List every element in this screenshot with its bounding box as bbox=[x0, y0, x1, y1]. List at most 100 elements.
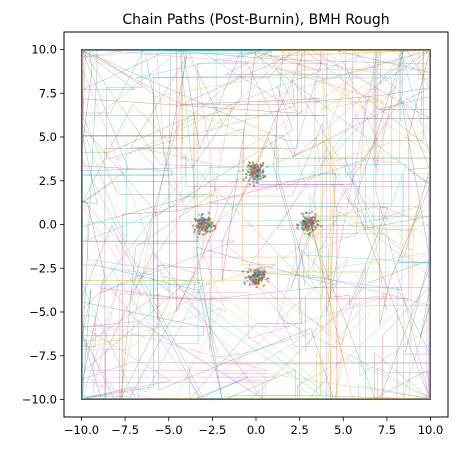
cluster-point bbox=[255, 282, 258, 285]
x-tick-label: 10.0 bbox=[418, 423, 444, 437]
cluster-point bbox=[247, 270, 250, 273]
cluster-point bbox=[201, 228, 204, 231]
cluster-point bbox=[302, 228, 305, 231]
cluster-point bbox=[249, 177, 252, 180]
cluster-point bbox=[256, 272, 259, 275]
cluster-point bbox=[252, 180, 255, 183]
cluster-point bbox=[247, 171, 250, 174]
cluster-point bbox=[245, 173, 248, 176]
x-tick-label: 5.0 bbox=[334, 423, 352, 437]
cluster-point bbox=[262, 285, 265, 288]
cluster-point bbox=[254, 176, 257, 179]
cluster-point bbox=[197, 232, 200, 236]
cluster-point bbox=[208, 230, 212, 233]
cluster-point bbox=[307, 228, 310, 231]
x-tick-label: −5.0 bbox=[155, 423, 183, 437]
x-axis-ticks: −10.0 −7.5 −5.0 −2.5 0.0 2.5 5.0 7.5 10.0 bbox=[64, 417, 444, 437]
cluster-point bbox=[257, 276, 260, 279]
chain-path-8 bbox=[82, 49, 431, 399]
cluster-point bbox=[252, 182, 255, 185]
cluster-point bbox=[197, 220, 200, 223]
cluster-point bbox=[316, 219, 320, 222]
cluster-point bbox=[256, 172, 259, 176]
cluster-point bbox=[248, 179, 251, 182]
cluster-point bbox=[250, 164, 253, 167]
cluster-point bbox=[254, 279, 258, 282]
cluster-point bbox=[257, 182, 260, 185]
cluster-point bbox=[296, 227, 299, 230]
cluster-point bbox=[251, 177, 254, 180]
cluster-point bbox=[297, 224, 300, 227]
cluster-point bbox=[251, 171, 254, 174]
cluster-point bbox=[243, 282, 246, 285]
cluster-point bbox=[253, 277, 256, 280]
mode-clusters-layer bbox=[192, 161, 323, 289]
cluster-point bbox=[315, 226, 318, 229]
y-tick-label: 2.5 bbox=[39, 174, 57, 188]
cluster-point bbox=[313, 228, 316, 231]
cluster-point bbox=[312, 234, 315, 237]
chain-path-10 bbox=[81, 49, 430, 399]
cluster-point bbox=[246, 280, 249, 283]
cluster-point bbox=[202, 217, 205, 220]
cluster-point bbox=[246, 169, 249, 172]
cluster-point bbox=[308, 221, 312, 224]
cluster-point bbox=[257, 274, 261, 277]
cluster-point bbox=[249, 270, 252, 273]
cluster-point bbox=[310, 219, 313, 222]
cluster-point bbox=[266, 165, 269, 168]
cluster-point bbox=[260, 279, 263, 282]
cluster-point bbox=[238, 170, 241, 173]
cluster-point bbox=[197, 236, 200, 239]
cluster-point bbox=[262, 174, 265, 177]
cluster-point bbox=[192, 224, 195, 227]
cluster-point bbox=[305, 232, 308, 235]
cluster-point bbox=[301, 220, 304, 223]
cluster-point bbox=[311, 223, 314, 226]
cluster-point bbox=[313, 221, 316, 224]
x-tick-label: 2.5 bbox=[290, 423, 308, 437]
domain-boundary-box bbox=[81, 49, 431, 400]
cluster-point bbox=[259, 177, 262, 180]
cluster-point bbox=[263, 267, 266, 270]
cluster-point bbox=[251, 161, 254, 164]
cluster-point bbox=[266, 277, 269, 280]
cluster-point bbox=[308, 212, 311, 215]
cluster-point bbox=[254, 272, 257, 275]
cluster-point bbox=[248, 174, 252, 177]
cluster-point bbox=[200, 223, 203, 226]
cluster-point bbox=[207, 219, 210, 222]
cluster-point bbox=[251, 172, 254, 176]
cluster-point bbox=[313, 224, 316, 227]
cluster-point bbox=[307, 216, 310, 219]
y-tick-label: −2.5 bbox=[29, 261, 57, 275]
cluster-point bbox=[314, 216, 317, 219]
cluster-point bbox=[193, 228, 196, 231]
y-tick-label: −5.0 bbox=[29, 305, 57, 319]
cluster-point bbox=[311, 228, 314, 231]
cluster-point bbox=[207, 223, 210, 226]
cluster-point bbox=[303, 218, 306, 221]
cluster-point bbox=[302, 223, 306, 227]
cluster-point bbox=[252, 280, 255, 283]
mode-cluster-1 bbox=[238, 161, 269, 187]
cluster-point bbox=[311, 230, 314, 234]
y-tick-label: −7.5 bbox=[29, 349, 57, 363]
cluster-point bbox=[197, 213, 200, 216]
chain-path-6 bbox=[82, 49, 431, 400]
cluster-point bbox=[199, 218, 203, 221]
cluster-point bbox=[204, 219, 207, 223]
y-tick-label: −10.0 bbox=[22, 393, 57, 407]
cluster-point bbox=[316, 223, 319, 226]
cluster-point bbox=[303, 232, 306, 235]
cluster-point bbox=[249, 282, 252, 285]
cluster-point bbox=[302, 215, 305, 218]
cluster-point bbox=[241, 270, 244, 273]
cluster-point bbox=[303, 216, 306, 219]
cluster-point bbox=[245, 176, 248, 179]
cluster-point bbox=[255, 286, 258, 289]
cluster-point bbox=[264, 278, 267, 281]
cluster-point bbox=[261, 273, 264, 276]
mode-cluster-4 bbox=[241, 266, 270, 289]
